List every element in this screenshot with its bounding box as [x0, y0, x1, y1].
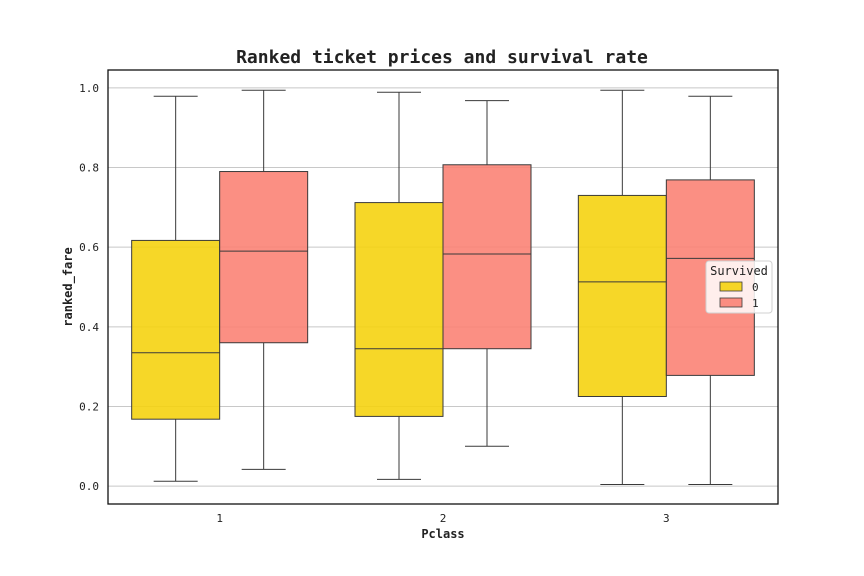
box-plot-pclass-1-survived-1 [219, 89, 309, 470]
iqr-box [442, 164, 532, 350]
x-axis-label: Pclass [421, 527, 464, 541]
x-axis-ticks: 1 2 3 [216, 512, 669, 525]
legend-title: Survived [710, 264, 768, 278]
iqr-box [131, 239, 221, 420]
legend-label: 1 [752, 297, 759, 310]
box-plot-pclass-2-survived-0 [354, 91, 444, 480]
plot-frame [107, 69, 779, 505]
box-plot-pclass-2-survived-1 [442, 100, 532, 447]
y-tick-label: 0.2 [79, 400, 99, 413]
y-tick-label: 0.6 [79, 241, 99, 254]
legend-swatch [719, 281, 743, 292]
legend: Survived 01 [705, 260, 773, 314]
iqr-box [354, 202, 444, 417]
y-tick-label: 0.0 [79, 480, 99, 493]
iqr-box [577, 194, 667, 397]
box-plots [131, 89, 755, 485]
iqr-box [219, 171, 309, 344]
legend-entries: 01 [719, 281, 759, 310]
box-plot-pclass-1-survived-0 [131, 95, 221, 482]
legend-label: 0 [752, 281, 759, 294]
x-tick-label: 1 [216, 512, 223, 525]
y-tick-label: 0.8 [79, 162, 99, 175]
box-plot-pclass-3-survived-0 [577, 89, 667, 485]
x-tick-label: 3 [663, 512, 670, 525]
x-tick-label: 2 [440, 512, 447, 525]
y-tick-label: 0.4 [79, 321, 99, 334]
y-axis-label: ranked_fare [61, 247, 76, 326]
y-axis-ticks: 0.0 0.2 0.4 0.6 0.8 1.0 [79, 82, 99, 493]
chart-title: Ranked ticket prices and survival rate [236, 47, 648, 68]
y-tick-label: 1.0 [79, 82, 99, 95]
legend-swatch [719, 297, 743, 308]
